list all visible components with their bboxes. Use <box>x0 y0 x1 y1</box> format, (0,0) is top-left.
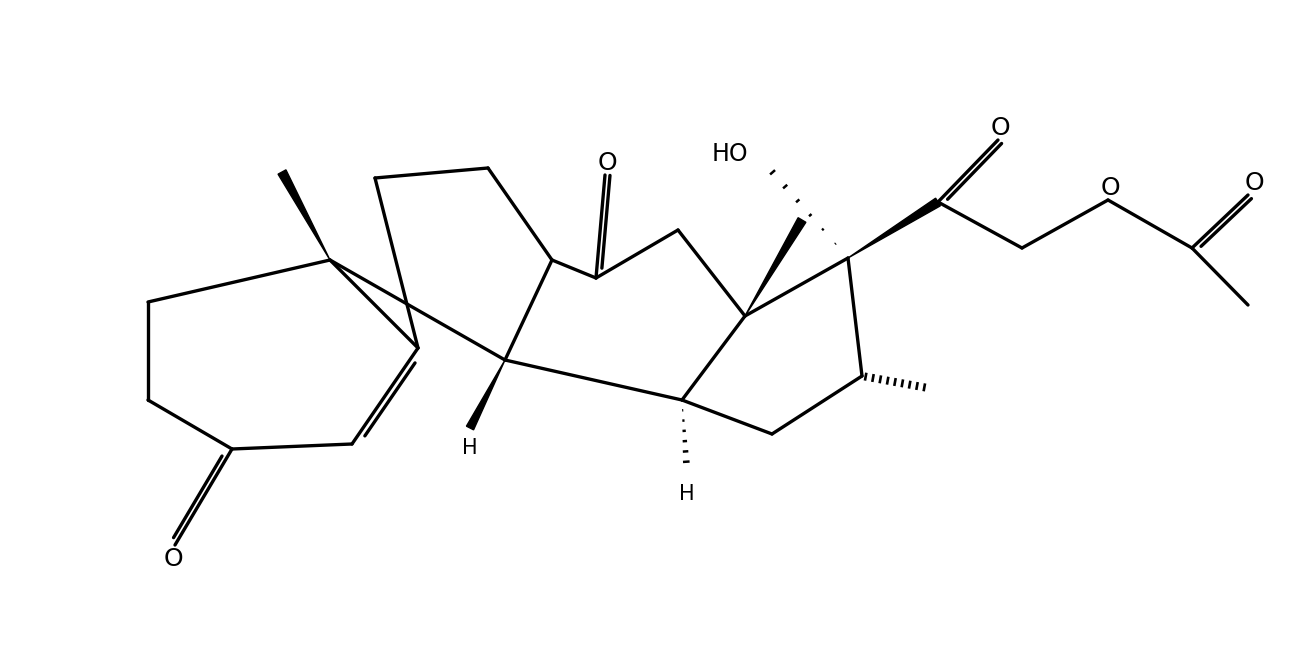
Text: O: O <box>991 116 1010 140</box>
Polygon shape <box>848 198 941 258</box>
Text: H: H <box>680 484 695 504</box>
Text: HO: HO <box>711 142 748 166</box>
Polygon shape <box>467 360 505 430</box>
Text: O: O <box>1101 176 1120 200</box>
Text: O: O <box>597 151 617 175</box>
Text: H: H <box>462 438 478 458</box>
Polygon shape <box>278 170 331 260</box>
Text: O: O <box>163 547 182 571</box>
Polygon shape <box>745 218 806 316</box>
Text: O: O <box>1244 171 1263 195</box>
